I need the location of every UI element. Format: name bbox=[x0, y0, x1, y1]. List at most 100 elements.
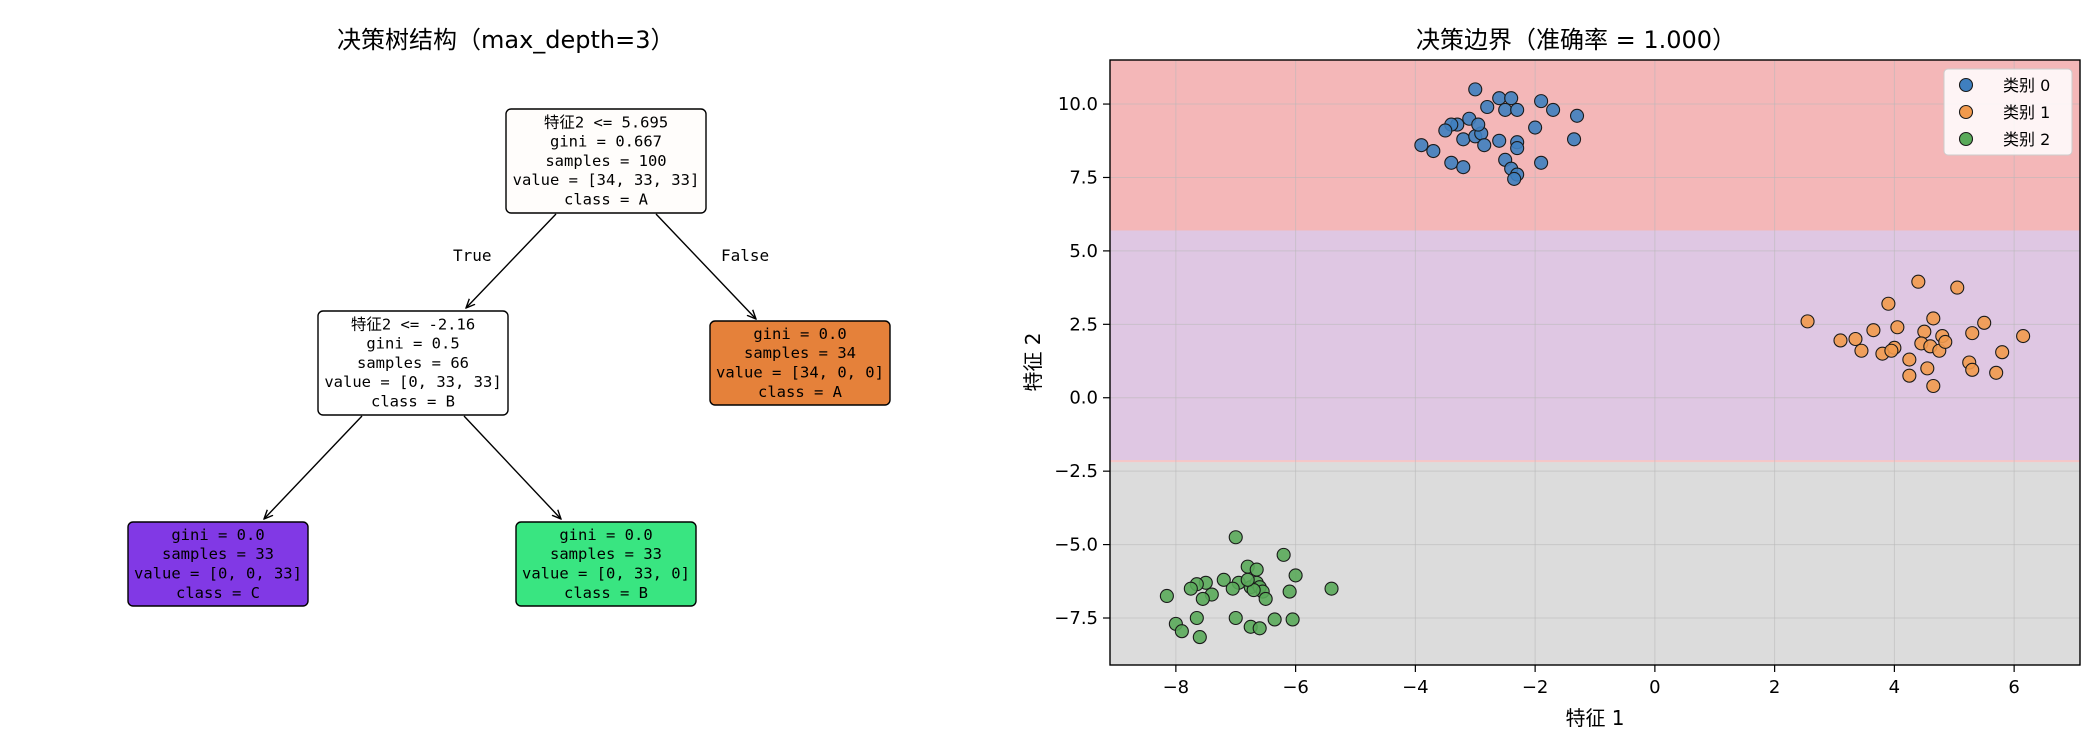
tree-node-text: gini = 0.0 bbox=[171, 526, 264, 544]
data-point-series-1 bbox=[1833, 333, 1848, 348]
tree-node-text: samples = 100 bbox=[545, 152, 666, 170]
legend-marker-1 bbox=[1958, 104, 1974, 120]
data-point-series-1 bbox=[1989, 365, 2004, 380]
tree-node-text: value = [34, 0, 0] bbox=[716, 364, 884, 382]
x-tick-label: 6 bbox=[2008, 677, 2019, 698]
data-point-series-1 bbox=[1854, 343, 1869, 358]
tree-edge-root-right bbox=[655, 213, 756, 319]
tree-node-text: samples = 33 bbox=[550, 545, 662, 563]
chart-grid bbox=[1110, 60, 2080, 665]
tree-node-text: gini = 0.0 bbox=[559, 526, 652, 544]
legend-box bbox=[1943, 68, 2073, 156]
tree-edge-left-leftleft bbox=[264, 415, 363, 519]
data-point-series-0 bbox=[1477, 138, 1492, 153]
data-point-series-0 bbox=[1492, 133, 1507, 148]
tree-node-text: gini = 0.0 bbox=[753, 325, 846, 343]
data-point-series-1 bbox=[1917, 324, 1932, 339]
data-point-series-0 bbox=[1468, 82, 1483, 97]
x-axis-label: 特征 1 bbox=[1565, 706, 1624, 730]
x-tick-label: −6 bbox=[1282, 677, 1309, 698]
edge-label-false: False bbox=[721, 246, 769, 265]
data-point-series-1 bbox=[1965, 326, 1980, 341]
edge-label-true: True bbox=[453, 246, 492, 265]
region-class-A bbox=[1110, 60, 2080, 231]
data-point-series-0 bbox=[1507, 171, 1522, 186]
tree-node-text: class = B bbox=[371, 392, 455, 410]
tree-node-text: value = [0, 33, 33] bbox=[324, 373, 501, 391]
tree-node-text: 特征2 <= 5.695 bbox=[544, 113, 668, 131]
tree-node-text: samples = 34 bbox=[744, 344, 856, 362]
y-tick-label: −7.5 bbox=[1054, 608, 1098, 629]
data-point-series-2 bbox=[1225, 581, 1240, 596]
y-tick-label: 2.5 bbox=[1069, 314, 1098, 335]
data-point-series-2 bbox=[1216, 572, 1231, 587]
data-point-series-1 bbox=[1926, 378, 1941, 394]
tree-node-text: samples = 33 bbox=[162, 545, 274, 563]
data-point-series-1 bbox=[1938, 334, 1953, 349]
data-point-series-2 bbox=[1276, 547, 1291, 562]
data-point-series-0 bbox=[1534, 155, 1549, 170]
data-point-series-1 bbox=[1800, 314, 1815, 329]
x-tick-label: 2 bbox=[1769, 677, 1780, 698]
legend-label-0: 类别 0 bbox=[2003, 76, 2050, 95]
region-class-C bbox=[1110, 461, 2080, 665]
x-tick-label: 0 bbox=[1649, 677, 1660, 698]
y-tick-label: 5.0 bbox=[1069, 241, 1098, 262]
data-point-series-0 bbox=[1444, 155, 1459, 170]
data-point-series-1 bbox=[1866, 323, 1881, 338]
plot-frame bbox=[1109, 59, 2081, 666]
data-point-series-1 bbox=[1926, 311, 1941, 326]
x-tick-label: −4 bbox=[1402, 677, 1429, 698]
data-point-series-1 bbox=[1977, 315, 1992, 330]
data-point-series-0 bbox=[1510, 102, 1525, 117]
data-point-series-2 bbox=[1174, 624, 1189, 639]
tree-node-box bbox=[515, 521, 697, 607]
scatter-chart-title: 决策边界（准确率 = 1.000） bbox=[1416, 26, 1737, 54]
tree-node-text: 特征2 <= -2.16 bbox=[351, 315, 475, 333]
data-point-series-2 bbox=[1246, 583, 1261, 598]
data-point-series-2 bbox=[1324, 581, 1339, 596]
tree-node-text: class = C bbox=[176, 584, 260, 602]
data-point-series-0 bbox=[1414, 138, 1429, 153]
data-point-series-1 bbox=[2016, 329, 2031, 344]
tree-edge-left-leftright bbox=[463, 415, 561, 519]
data-point-series-0 bbox=[1438, 123, 1453, 138]
tree-node-text: value = [34, 33, 33] bbox=[513, 171, 700, 189]
data-point-series-0 bbox=[1471, 117, 1486, 132]
data-point-series-0 bbox=[1534, 94, 1549, 109]
tree-node-text: class = A bbox=[564, 190, 649, 208]
legend-label-1: 类别 1 bbox=[2003, 103, 2050, 122]
data-point-series-0 bbox=[1480, 99, 1495, 115]
data-point-series-0 bbox=[1528, 120, 1543, 135]
tree-node-box bbox=[127, 521, 309, 607]
y-axis-label: 特征 2 bbox=[1021, 332, 1045, 391]
data-point-series-1 bbox=[1902, 352, 1917, 367]
data-point-series-0 bbox=[1456, 160, 1471, 175]
data-point-series-2 bbox=[1228, 530, 1243, 545]
data-point-series-2 bbox=[1258, 591, 1273, 606]
data-point-series-2 bbox=[1267, 612, 1282, 627]
data-point-series-1 bbox=[1911, 274, 1926, 289]
data-point-series-0 bbox=[1498, 102, 1513, 117]
tree-node-box bbox=[709, 320, 891, 406]
data-point-series-2 bbox=[1183, 581, 1198, 596]
x-tick-label: 4 bbox=[1889, 677, 1900, 698]
data-point-series-0 bbox=[1426, 143, 1441, 159]
legend-label-2: 类别 2 bbox=[2003, 130, 2050, 149]
data-point-series-1 bbox=[1890, 320, 1905, 335]
y-tick-label: 0.0 bbox=[1069, 388, 1098, 409]
data-point-series-1 bbox=[1881, 296, 1896, 311]
tree-node-text: value = [0, 33, 0] bbox=[522, 565, 690, 583]
data-point-series-2 bbox=[1192, 630, 1207, 645]
data-point-series-2 bbox=[1285, 612, 1300, 627]
axis-ticks: −8 −6 −4 −2 0 2 4 6 −7.5 −5.0 −2.5 0.0 2.5 5.0 7.5 10.0 bbox=[1054, 94, 2020, 698]
y-tick-label: −5.0 bbox=[1054, 535, 1098, 556]
y-tick-label: −2.5 bbox=[1054, 461, 1098, 482]
